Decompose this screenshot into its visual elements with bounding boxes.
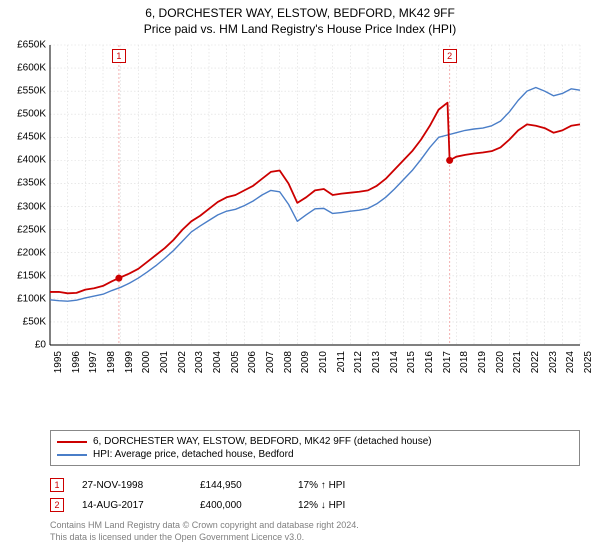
legend-label: HPI: Average price, detached house, Bedf… <box>93 449 294 460</box>
y-tick-label: £500K <box>2 109 46 120</box>
y-tick-label: £100K <box>2 293 46 304</box>
x-tick-label: 1997 <box>88 351 99 373</box>
sale-marker-icon: 1 <box>50 478 64 492</box>
sales-block: 1 27-NOV-1998 £144,950 17% ↑ HPI 2 14-AU… <box>50 475 580 515</box>
x-tick-label: 2016 <box>424 351 435 373</box>
x-tick-label: 2019 <box>477 351 488 373</box>
x-tick-label: 2023 <box>548 351 559 373</box>
x-tick-label: 1996 <box>71 351 82 373</box>
sale-row: 2 14-AUG-2017 £400,000 12% ↓ HPI <box>50 495 580 515</box>
x-tick-label: 2003 <box>194 351 205 373</box>
sale-date: 14-AUG-2017 <box>82 500 182 511</box>
chart-container: 6, DORCHESTER WAY, ELSTOW, BEDFORD, MK42… <box>0 0 600 560</box>
x-tick-label: 2018 <box>459 351 470 373</box>
x-tick-label: 2021 <box>512 351 523 373</box>
x-tick-label: 1998 <box>106 351 117 373</box>
x-tick-label: 2001 <box>159 351 170 373</box>
x-tick-label: 2014 <box>389 351 400 373</box>
y-tick-label: £0 <box>2 340 46 351</box>
x-tick-label: 2010 <box>318 351 329 373</box>
title-address: 6, DORCHESTER WAY, ELSTOW, BEDFORD, MK42… <box>0 6 600 20</box>
x-tick-label: 2017 <box>442 351 453 373</box>
chart-sale-marker: 2 <box>443 49 457 63</box>
x-tick-label: 2007 <box>265 351 276 373</box>
title-subtitle: Price paid vs. HM Land Registry's House … <box>0 22 600 36</box>
y-tick-label: £550K <box>2 86 46 97</box>
footer-line2: This data is licensed under the Open Gov… <box>50 532 580 544</box>
x-tick-label: 2022 <box>530 351 541 373</box>
y-tick-label: £650K <box>2 40 46 51</box>
x-tick-label: 2000 <box>141 351 152 373</box>
chart-svg <box>50 45 580 390</box>
x-tick-label: 2020 <box>495 351 506 373</box>
y-tick-label: £50K <box>2 316 46 327</box>
footer-line1: Contains HM Land Registry data © Crown c… <box>50 520 580 532</box>
x-tick-label: 2008 <box>283 351 294 373</box>
footer: Contains HM Land Registry data © Crown c… <box>50 520 580 543</box>
sale-marker-num: 2 <box>54 500 59 510</box>
y-tick-label: £250K <box>2 224 46 235</box>
y-tick-label: £350K <box>2 178 46 189</box>
y-tick-label: £200K <box>2 247 46 258</box>
x-tick-label: 2012 <box>353 351 364 373</box>
sale-price: £400,000 <box>200 500 280 511</box>
x-tick-label: 2015 <box>406 351 417 373</box>
x-tick-label: 2002 <box>177 351 188 373</box>
y-tick-label: £600K <box>2 63 46 74</box>
sale-pct: 17% ↑ HPI <box>298 480 388 491</box>
sale-marker-num: 1 <box>54 480 59 490</box>
sale-row: 1 27-NOV-1998 £144,950 17% ↑ HPI <box>50 475 580 495</box>
x-tick-label: 2006 <box>247 351 258 373</box>
y-tick-label: £300K <box>2 201 46 212</box>
legend-label: 6, DORCHESTER WAY, ELSTOW, BEDFORD, MK42… <box>93 436 432 447</box>
x-tick-label: 2009 <box>300 351 311 373</box>
legend-item: HPI: Average price, detached house, Bedf… <box>57 448 573 461</box>
y-tick-label: £150K <box>2 270 46 281</box>
legend-box: 6, DORCHESTER WAY, ELSTOW, BEDFORD, MK42… <box>50 430 580 466</box>
x-tick-label: 2025 <box>583 351 594 373</box>
x-tick-label: 2011 <box>336 351 347 373</box>
sale-marker-icon: 2 <box>50 498 64 512</box>
x-tick-label: 2005 <box>230 351 241 373</box>
x-tick-label: 2004 <box>212 351 223 373</box>
sale-pct: 12% ↓ HPI <box>298 500 388 511</box>
chart-area: £0£50K£100K£150K£200K£250K£300K£350K£400… <box>50 45 580 390</box>
chart-sale-marker: 1 <box>112 49 126 63</box>
y-tick-label: £400K <box>2 155 46 166</box>
y-tick-label: £450K <box>2 132 46 143</box>
sale-price: £144,950 <box>200 480 280 491</box>
title-block: 6, DORCHESTER WAY, ELSTOW, BEDFORD, MK42… <box>0 0 600 36</box>
legend-swatch <box>57 454 87 456</box>
x-tick-label: 1999 <box>124 351 135 373</box>
sale-date: 27-NOV-1998 <box>82 480 182 491</box>
legend-swatch <box>57 441 87 443</box>
x-tick-label: 2024 <box>565 351 576 373</box>
x-tick-label: 1995 <box>53 351 64 373</box>
legend-item: 6, DORCHESTER WAY, ELSTOW, BEDFORD, MK42… <box>57 435 573 448</box>
x-tick-label: 2013 <box>371 351 382 373</box>
